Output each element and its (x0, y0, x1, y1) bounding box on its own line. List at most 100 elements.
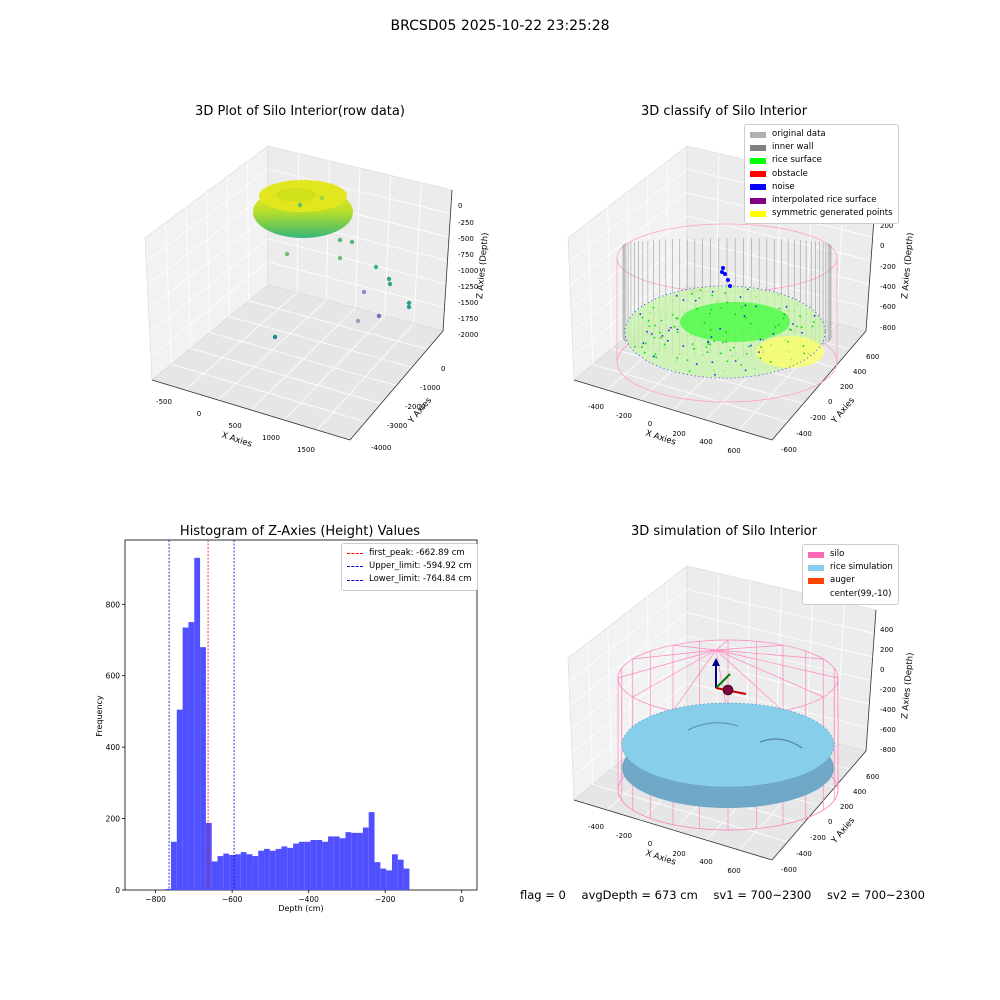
surface-point (682, 345, 685, 347)
pane-gridline (686, 612, 873, 658)
pane-gridline (217, 300, 327, 401)
surface-point (737, 358, 740, 360)
surface-point (778, 307, 781, 310)
silo-roof-wire (672, 649, 717, 712)
p2-ztick: -200 (880, 263, 896, 271)
surface-point (709, 328, 712, 331)
pane-gridline (569, 612, 688, 706)
surface-point (640, 346, 643, 349)
hist-bar (264, 848, 270, 890)
p2-xtick: 400 (699, 438, 712, 446)
p1-xtick: 500 (228, 422, 241, 430)
panel4-title: 3D simulation of Silo Interior (631, 524, 817, 539)
pane-gridline (686, 262, 868, 308)
surface-point (698, 297, 701, 300)
hist-bar (200, 647, 206, 890)
surface-point (713, 340, 716, 343)
surface-point (716, 300, 719, 303)
p2-ylabel: Y Axies (829, 395, 857, 426)
hist-bar (252, 856, 259, 890)
surface-point (713, 369, 715, 372)
p2-ytick: 400 (853, 368, 866, 376)
surface-point (734, 313, 737, 316)
surface-point (709, 343, 712, 346)
surface-point (772, 332, 775, 335)
p1-ztick: -750 (458, 251, 474, 259)
outlier-point (272, 334, 278, 340)
surface-point (745, 352, 748, 355)
hist-bar (211, 861, 218, 890)
p1-xtick: 1500 (297, 446, 315, 454)
hist-ytick-label: 600 (106, 672, 121, 681)
legend-swatch (808, 578, 824, 584)
hist-bar (310, 840, 317, 890)
outlier-point (349, 239, 355, 245)
silo-roof-wire (715, 649, 839, 679)
surface-point (667, 329, 670, 332)
surface-point (719, 327, 722, 330)
hist-bar (217, 856, 224, 890)
hist-bar (182, 627, 189, 890)
panel4-x-axis-line (573, 799, 773, 861)
hist-ytick-label: 200 (106, 815, 121, 824)
surface-point (695, 304, 697, 307)
surface-point (658, 331, 661, 334)
legend-item: inner wall (750, 141, 893, 154)
legend-label: center(99,-10) (830, 588, 892, 599)
surface-point (744, 369, 747, 372)
pane-gridline (283, 315, 385, 421)
surface-point (654, 353, 657, 356)
legend-item: symmetric generated points (750, 207, 893, 220)
hist-bar (293, 843, 299, 890)
surface-point (696, 307, 699, 310)
center-y-arrow (715, 673, 731, 689)
surface-point (676, 331, 679, 334)
p2-xtick: -200 (616, 412, 632, 420)
hist-ylabel: Frequency (95, 695, 104, 737)
hist-bar (165, 888, 171, 890)
legend-line (347, 553, 363, 555)
panel1-z-axis-line (442, 189, 453, 332)
hist-bar (287, 847, 294, 890)
legend-label: inner wall (772, 142, 814, 153)
surface-point (777, 294, 780, 297)
legend-item: rice surface (750, 154, 893, 167)
surface-point (719, 352, 722, 355)
surface-point (788, 350, 791, 353)
p2-ytick: -400 (796, 430, 812, 438)
p1-ztick: 0 (458, 202, 462, 210)
legend-label: Lower_limit: -764.84 cm (369, 574, 472, 585)
surface-point (796, 303, 799, 305)
surface-point (676, 328, 679, 331)
p2-ytick: 200 (840, 383, 853, 391)
surface-point (678, 353, 681, 355)
surface-point (663, 343, 666, 346)
p2-ztick: -400 (880, 283, 896, 291)
p4-xtick: 600 (727, 867, 740, 875)
surface-point (691, 343, 694, 346)
p1-zlabel: Z Axies (Depth) (475, 232, 491, 299)
surface-point (703, 322, 706, 324)
legend-label: rice surface (772, 155, 822, 166)
surface-point (660, 331, 663, 334)
surface-point (646, 330, 648, 333)
surface-point (652, 306, 655, 309)
p2-zlabel: Z Axies (Depth) (900, 232, 916, 299)
hist-bar (397, 859, 404, 890)
outlier-point (297, 202, 303, 208)
legend-item: Upper_limit: -594.92 cm (347, 560, 472, 573)
legend-swatch (750, 210, 766, 217)
pane-gridline (572, 262, 688, 357)
p2-ytick: -200 (810, 414, 826, 422)
surface-point (654, 324, 657, 327)
surface-point (770, 334, 773, 336)
surface-point (790, 358, 792, 361)
outlier-point (387, 281, 393, 287)
p2-ytick: 600 (866, 353, 879, 361)
surface-point (732, 346, 735, 349)
panel1-x-axis-line (151, 379, 351, 441)
panel2-title: 3D classify of Silo Interior (640, 104, 808, 119)
p1-ytick: -4000 (371, 444, 391, 452)
hist-bar (328, 836, 334, 890)
